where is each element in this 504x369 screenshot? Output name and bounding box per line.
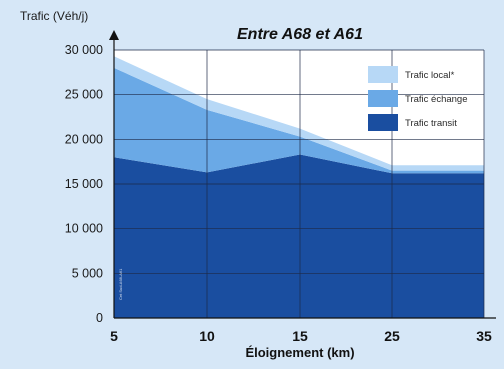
y-axis-arrow [109, 30, 119, 40]
x-tick-label: 35 [476, 328, 492, 344]
area-trafic-transit [114, 154, 484, 318]
x-tick-label: 25 [384, 328, 400, 344]
y-tick-label: 0 [96, 311, 103, 325]
x-tick-label: 15 [292, 328, 308, 344]
y-tick-label: 30 000 [65, 43, 103, 57]
chart-title: Entre A68 et A61 [237, 26, 363, 43]
y-tick-label: 10 000 [65, 222, 103, 236]
x-tick-label: 5 [110, 328, 118, 344]
legend-swatch [368, 90, 398, 107]
legend-label: Trafic local* [405, 70, 455, 81]
y-tick-label: 25 000 [65, 88, 103, 102]
area-trafic-change [114, 67, 484, 174]
legend-label: Trafic transit [405, 118, 457, 129]
legend-label: Trafic échange [405, 94, 468, 105]
x-tick-label: 10 [199, 328, 215, 344]
legend-swatch [368, 114, 398, 131]
legend: Trafic local* Trafic échange Trafic transi… [368, 66, 468, 131]
y-tick-label: 15 000 [65, 177, 103, 191]
y-tick-label: 20 000 [65, 132, 103, 146]
y-axis-label: Trafic (Véh/j) [20, 9, 88, 23]
watermark-text: Cet Sud-A68-A61 [118, 268, 123, 300]
y-tick-label: 5 000 [72, 266, 103, 280]
x-axis-label: Éloignement (km) [245, 345, 354, 360]
legend-swatch [368, 66, 398, 83]
